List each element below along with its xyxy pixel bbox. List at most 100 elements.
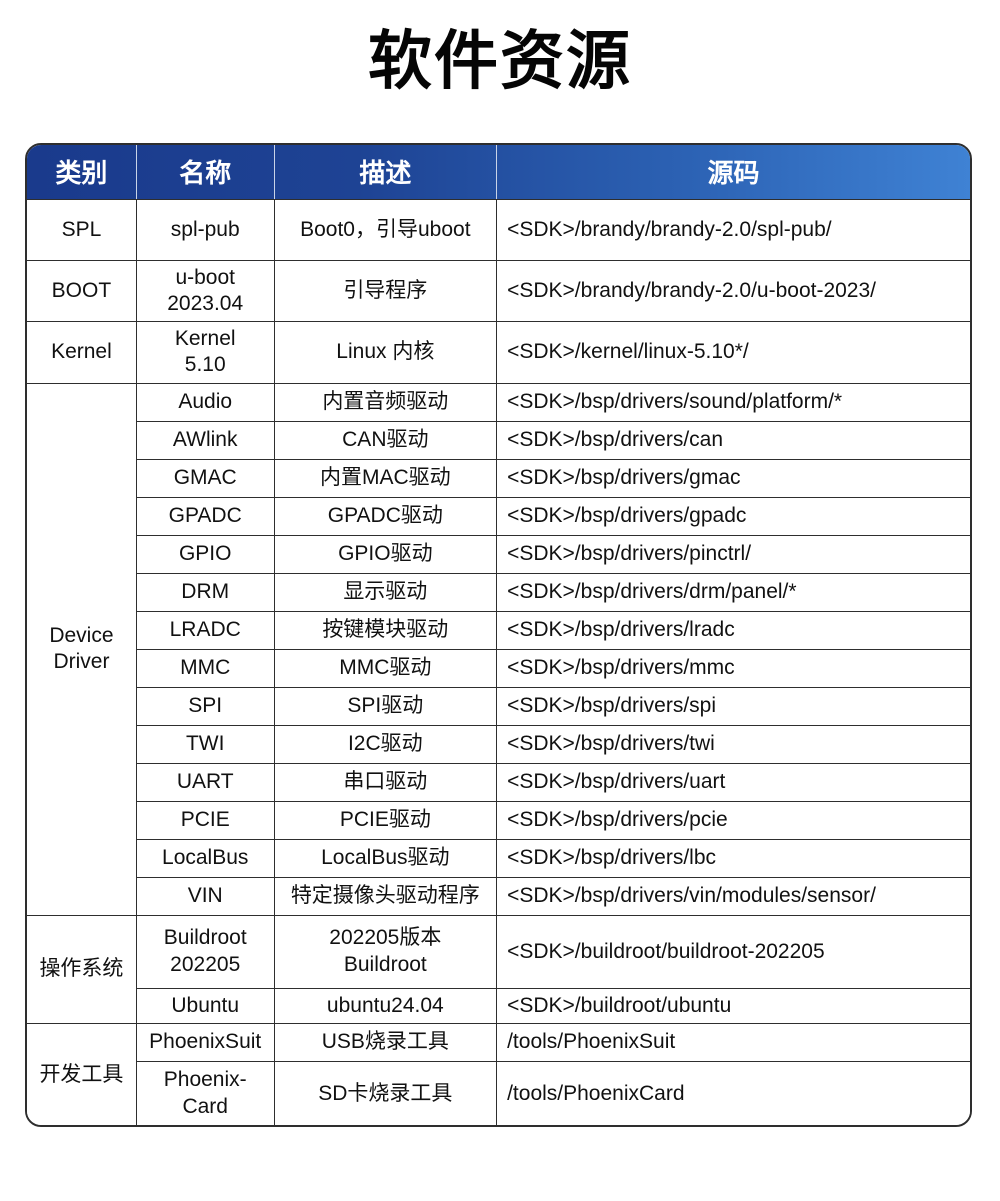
name-cell: Buildroot 202205 (135, 914, 275, 989)
desc-cell: Linux 内核 (273, 321, 498, 384)
desc-cell: SPI驱动 (273, 686, 498, 726)
src-cell: <SDK>/bsp/drivers/spi (496, 686, 970, 726)
name-cell: VIN (135, 876, 275, 916)
table-row: AWlink CAN驱动 <SDK>/bsp/drivers/can (27, 420, 970, 460)
table-row: BOOT u-boot 2023.04 引导程序 <SDK>/brandy/brand… (27, 259, 970, 323)
name-cell: spl-pub (135, 198, 275, 261)
desc-cell: CAN驱动 (273, 420, 498, 460)
table-row: GMAC 内置MAC驱动 <SDK>/bsp/drivers/gmac (27, 458, 970, 498)
src-cell: <SDK>/bsp/drivers/lradc (496, 610, 970, 650)
src-cell: <SDK>/bsp/drivers/drm/panel/* (496, 572, 970, 612)
src-cell: <SDK>/bsp/drivers/pinctrl/ (496, 534, 970, 574)
category-cell: 操作系统 (27, 914, 137, 1024)
table-row: 操作系统 Buildroot 202205 202205版本 Buildroot <S… (27, 914, 970, 1024)
src-cell: <SDK>/bsp/drivers/gpadc (496, 496, 970, 536)
header-description: 描述 (274, 145, 498, 200)
page-title: 软件资源 (368, 25, 632, 97)
desc-cell: GPIO驱动 (273, 534, 498, 574)
src-cell: <SDK>/bsp/drivers/uart (496, 762, 970, 802)
table-row: SPL spl-pub Boot0，引导uboot <SDK>/brandy/bran… (27, 198, 970, 261)
desc-cell: 202205版本 Buildroot (273, 914, 498, 989)
desc-cell: 内置MAC驱动 (273, 458, 498, 498)
name-cell: PhoenixSuit (135, 1022, 275, 1062)
desc-cell: 按键模块驱动 (273, 610, 498, 650)
name-cell: DRM (135, 572, 275, 612)
name-cell: LRADC (135, 610, 275, 650)
desc-cell: USB烧录工具 (273, 1022, 498, 1062)
src-cell: <SDK>/kernel/linux-5.10*/ (496, 321, 970, 384)
name-cell: u-boot 2023.04 (135, 259, 275, 323)
src-cell: <SDK>/bsp/drivers/mmc (496, 648, 970, 688)
name-cell: GMAC (135, 458, 275, 498)
name-cell: GPIO (135, 534, 275, 574)
desc-cell: MMC驱动 (273, 648, 498, 688)
name-cell: SPI (135, 686, 275, 726)
table-row: DRM 显示驱动 <SDK>/bsp/drivers/drm/panel/* (27, 572, 970, 612)
software-resources-table: 类别 名称 描述 源码 SPL spl-pub Boot0，引导uboot <SDK>… (25, 143, 972, 1128)
desc-cell: 特定摄像头驱动程序 (273, 876, 498, 916)
table-row: VIN 特定摄像头驱动程序 <SDK>/bsp/drivers/vin/module… (27, 876, 970, 916)
table-row: GPIO GPIO驱动 <SDK>/bsp/drivers/pinctrl/ (27, 534, 970, 574)
desc-cell: Boot0，引导uboot (273, 198, 498, 261)
table-body: SPL spl-pub Boot0，引导uboot <SDK>/brandy/bran… (27, 198, 970, 1126)
src-cell: <SDK>/brandy/brandy-2.0/u-boot-2023/ (496, 259, 970, 323)
name-cell: Phoenix- Card (135, 1060, 275, 1126)
desc-cell: LocalBus驱动 (273, 838, 498, 878)
table-header: 类别 名称 描述 源码 (27, 145, 970, 200)
desc-cell: 引导程序 (273, 259, 498, 323)
name-cell: Audio (135, 382, 275, 422)
src-cell: <SDK>/bsp/drivers/pcie (496, 800, 970, 840)
table-row: 开发工具 PhoenixSuit USB烧录工具/tools/PhoenixSuit (27, 1022, 970, 1126)
table-row: Kernel Kernel 5.10 Linux 内核 <SDK>/kernel/li… (27, 321, 970, 384)
src-cell: <SDK>/buildroot/ubuntu (496, 987, 970, 1024)
category-cell: 开发工具 (27, 1022, 137, 1126)
name-cell: LocalBus (135, 838, 275, 878)
src-cell: <SDK>/bsp/drivers/gmac (496, 458, 970, 498)
table-row: Device Driver Audio 内置音频驱动 <SDK>/bsp/driver… (27, 382, 970, 916)
table-row: SPI SPI驱动 <SDK>/bsp/drivers/spi (27, 686, 970, 726)
name-cell: PCIE (135, 800, 275, 840)
src-cell: /tools/PhoenixCard (496, 1060, 970, 1126)
header-source: 源码 (496, 145, 970, 200)
header-name: 名称 (136, 145, 275, 200)
table-row: Ubuntu ubuntu24.04 <SDK>/buildroot/ubuntu (27, 987, 970, 1024)
table-row: MMC MMC驱动 <SDK>/bsp/drivers/mmc (27, 648, 970, 688)
category-cell: BOOT (27, 259, 137, 323)
resources-table: 类别 名称 描述 源码 SPL spl-pub Boot0，引导uboot <SDK>… (27, 145, 970, 1126)
src-cell: <SDK>/bsp/drivers/lbc (496, 838, 970, 878)
src-cell: <SDK>/buildroot/buildroot-202205 (496, 914, 970, 989)
header-row: 类别 名称 描述 源码 (27, 145, 970, 200)
name-cell: MMC (135, 648, 275, 688)
name-cell: TWI (135, 724, 275, 764)
desc-cell: ubuntu24.04 (273, 987, 498, 1024)
desc-cell: I2C驱动 (273, 724, 498, 764)
desc-cell: 内置音频驱动 (273, 382, 498, 422)
category-cell: Kernel (27, 321, 137, 384)
table-row: LocalBus LocalBus驱动 <SDK>/bsp/drivers/lbc (27, 838, 970, 878)
header-category: 类别 (27, 145, 137, 200)
table-row: LRADC 按键模块驱动 <SDK>/bsp/drivers/lradc (27, 610, 970, 650)
name-cell: AWlink (135, 420, 275, 460)
src-cell: <SDK>/brandy/brandy-2.0/spl-pub/ (496, 198, 970, 261)
name-cell: Kernel 5.10 (135, 321, 275, 384)
table-row: Phoenix- Card SD卡烧录工具/tools/PhoenixCard (27, 1060, 970, 1126)
src-cell: <SDK>/bsp/drivers/can (496, 420, 970, 460)
desc-cell: 串口驱动 (273, 762, 498, 802)
table-row: GPADC GPADC驱动 <SDK>/bsp/drivers/gpadc (27, 496, 970, 536)
src-cell: <SDK>/bsp/drivers/sound/platform/* (496, 382, 970, 422)
name-cell: GPADC (135, 496, 275, 536)
category-cell: Device Driver (27, 382, 137, 916)
table-row: TWI I2C驱动 <SDK>/bsp/drivers/twi (27, 724, 970, 764)
src-cell: <SDK>/bsp/drivers/vin/modules/sensor/ (496, 876, 970, 916)
src-cell: /tools/PhoenixSuit (496, 1022, 970, 1062)
category-cell: SPL (27, 198, 137, 261)
desc-cell: 显示驱动 (273, 572, 498, 612)
desc-cell: PCIE驱动 (273, 800, 498, 840)
table-row: PCIE PCIE驱动 <SDK>/bsp/drivers/pcie (27, 800, 970, 840)
table-row: UART 串口驱动 <SDK>/bsp/drivers/uart (27, 762, 970, 802)
src-cell: <SDK>/bsp/drivers/twi (496, 724, 970, 764)
desc-cell: SD卡烧录工具 (273, 1060, 498, 1126)
name-cell: Ubuntu (135, 987, 275, 1024)
desc-cell: GPADC驱动 (273, 496, 498, 536)
name-cell: UART (135, 762, 275, 802)
